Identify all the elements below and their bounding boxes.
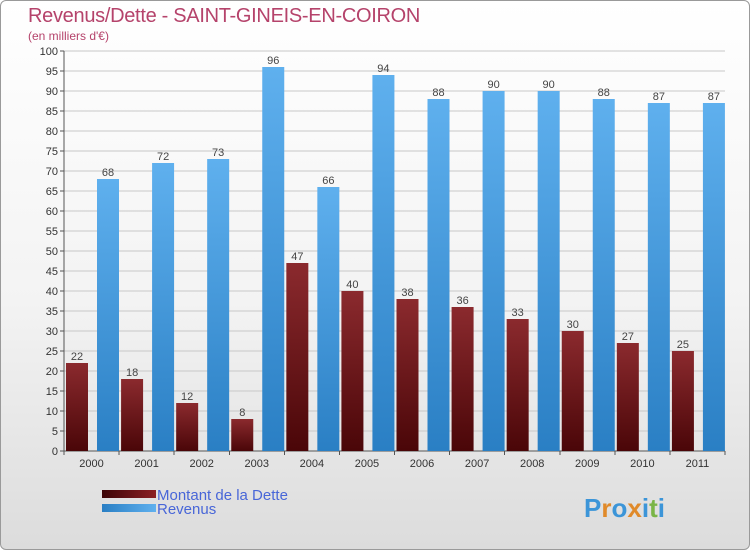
x-tick-label: 2000 (79, 458, 103, 470)
y-tick-label: 35 (46, 306, 58, 318)
y-tick-label: 90 (46, 86, 58, 98)
x-tick-label: 2005 (355, 458, 379, 470)
y-tick-label: 95 (46, 66, 58, 78)
bar-revenue (537, 91, 560, 451)
y-tick-label: 55 (46, 226, 58, 238)
x-tick-label: 2010 (630, 458, 654, 470)
y-tick-label: 40 (46, 286, 58, 298)
x-tick-label: 2006 (410, 458, 434, 470)
bar-debt (451, 307, 474, 451)
svg-text:Proxiti: Proxiti (584, 493, 665, 523)
bar-debt (616, 343, 639, 451)
bar-debt (121, 379, 144, 451)
y-tick-label: 10 (46, 406, 58, 418)
y-tick-label: 50 (46, 246, 58, 258)
bar-revenue (97, 179, 119, 451)
y-tick-label: 5 (52, 426, 58, 438)
value-label-revenue: 87 (708, 91, 720, 103)
chart-title: Revenus/Dette - SAINT-GINEIS-EN-COIRON (28, 5, 421, 27)
y-tick-label: 30 (46, 326, 58, 338)
axis-layer: 0 5 10 15 20 25 30 35 40 45 50 55 60 65 70 75 80 85 90 95 10… (40, 46, 726, 470)
y-tick-label: 70 (46, 166, 58, 178)
value-label-debt: 8 (239, 407, 245, 419)
bar-revenue (152, 163, 175, 451)
value-label-revenue: 68 (102, 167, 114, 179)
bar-debt (66, 363, 88, 451)
y-tick-label: 100 (40, 46, 58, 58)
legend: Montant de la Dette Revenus (102, 487, 288, 518)
bar-revenue (592, 99, 615, 451)
bar-revenue (317, 187, 340, 451)
y-tick-label: 85 (46, 106, 58, 118)
bar-revenue (372, 75, 395, 451)
bar-debt (506, 319, 529, 451)
bar-debt (396, 299, 419, 451)
value-label-revenue: 66 (322, 175, 334, 187)
bar-revenue (482, 91, 505, 451)
value-label-debt: 22 (71, 351, 83, 363)
value-label-revenue: 88 (598, 87, 610, 99)
value-label-revenue: 90 (543, 79, 555, 91)
value-label-debt: 25 (677, 339, 689, 351)
value-label-revenue: 87 (653, 91, 665, 103)
bar-revenue (702, 103, 725, 451)
grid-layer (64, 50, 725, 452)
y-tick-label: 15 (46, 386, 58, 398)
value-label-revenue: 94 (377, 63, 389, 75)
y-tick-label: 65 (46, 186, 58, 198)
x-tick-label: 2002 (189, 458, 213, 470)
value-label-revenue: 72 (157, 151, 169, 163)
y-tick-label: 20 (46, 366, 58, 378)
value-label-revenue: 73 (212, 147, 224, 159)
legend-swatch-debt (102, 490, 156, 498)
y-tick-label: 25 (46, 346, 58, 358)
x-tick-label: 2004 (300, 458, 324, 470)
proxiti-logo: Proxiti (584, 493, 665, 523)
value-label-revenue: 88 (432, 87, 444, 99)
value-label-debt: 38 (401, 287, 413, 299)
value-label-debt: 47 (291, 251, 303, 263)
value-label-revenue: 96 (267, 55, 279, 67)
bar-revenue (207, 159, 230, 451)
value-label-debt: 33 (512, 307, 524, 319)
value-label-debt: 40 (346, 279, 358, 291)
x-tick-label: 2007 (465, 458, 489, 470)
bar-revenue (262, 67, 285, 451)
value-label-debt: 27 (622, 331, 634, 343)
bar-debt (561, 331, 584, 451)
y-tick-label: 75 (46, 146, 58, 158)
value-label-debt: 30 (567, 319, 579, 331)
x-tick-label: 2008 (520, 458, 544, 470)
value-label-revenue: 90 (487, 79, 499, 91)
x-tick-label: 2003 (245, 458, 269, 470)
x-tick-label: 2001 (134, 458, 158, 470)
y-tick-label: 0 (52, 446, 58, 458)
y-tick-label: 45 (46, 266, 58, 278)
y-tick-label: 80 (46, 126, 58, 138)
bar-revenue (427, 99, 450, 451)
legend-label-revenue: Revenus (157, 501, 216, 518)
chart-subtitle: (en milliers d'€) (28, 29, 109, 43)
x-tick-label: 2009 (575, 458, 599, 470)
bar-revenue (647, 103, 670, 451)
bar-debt (671, 351, 694, 451)
bar-layer (66, 67, 725, 451)
legend-swatch-revenue (102, 504, 156, 512)
value-label-debt: 36 (456, 295, 468, 307)
label-layer: 22 68 18 72 12 73 8 96 47 66 40 94 38 88 36 90 33 90 30 88 2… (71, 55, 720, 419)
y-tick-label: 60 (46, 206, 58, 218)
value-label-debt: 18 (126, 367, 138, 379)
bar-debt (286, 263, 309, 451)
legend-label-debt: Montant de la Dette (157, 487, 288, 504)
value-label-debt: 12 (181, 391, 193, 403)
bar-debt (176, 403, 199, 451)
x-tick-label: 2011 (686, 458, 710, 470)
bar-debt (341, 291, 364, 451)
bar-debt (231, 419, 254, 451)
